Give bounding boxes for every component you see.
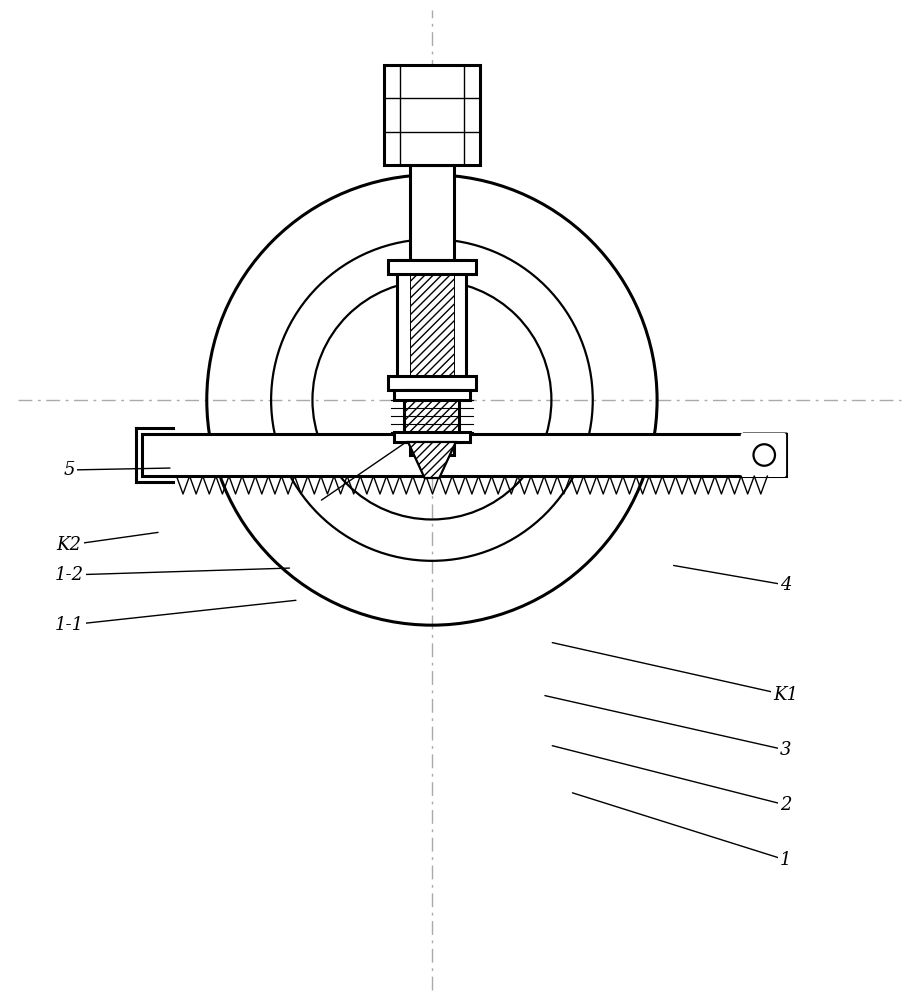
Bar — [388, 260, 476, 274]
Text: 5: 5 — [63, 461, 74, 479]
Bar — [142, 434, 786, 476]
Bar — [410, 274, 454, 376]
Bar — [404, 400, 460, 432]
Text: 3: 3 — [780, 741, 791, 759]
Text: K1: K1 — [773, 686, 799, 704]
Bar — [388, 376, 476, 390]
Bar — [404, 390, 460, 442]
Bar — [394, 432, 470, 442]
Text: 1-2: 1-2 — [54, 566, 84, 584]
Bar — [383, 65, 480, 165]
Text: K2: K2 — [56, 536, 82, 554]
Bar — [397, 260, 466, 390]
Bar — [394, 390, 470, 400]
Text: 1: 1 — [780, 851, 791, 869]
FancyBboxPatch shape — [741, 433, 786, 477]
Polygon shape — [408, 442, 456, 478]
Bar — [410, 165, 454, 455]
FancyBboxPatch shape — [744, 434, 786, 476]
Text: 1-1: 1-1 — [54, 616, 84, 634]
Text: 4: 4 — [780, 576, 791, 594]
Text: 2: 2 — [780, 796, 791, 814]
